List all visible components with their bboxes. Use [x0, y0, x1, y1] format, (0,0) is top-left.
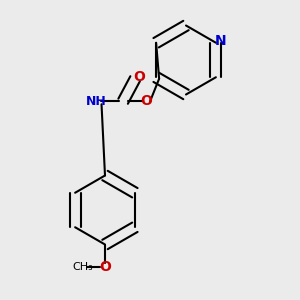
Text: N: N — [214, 34, 226, 48]
Text: O: O — [134, 70, 146, 84]
Text: O: O — [99, 260, 111, 274]
Text: O: O — [141, 94, 152, 108]
Text: NH: NH — [86, 95, 106, 108]
Text: CH₃: CH₃ — [72, 262, 93, 272]
